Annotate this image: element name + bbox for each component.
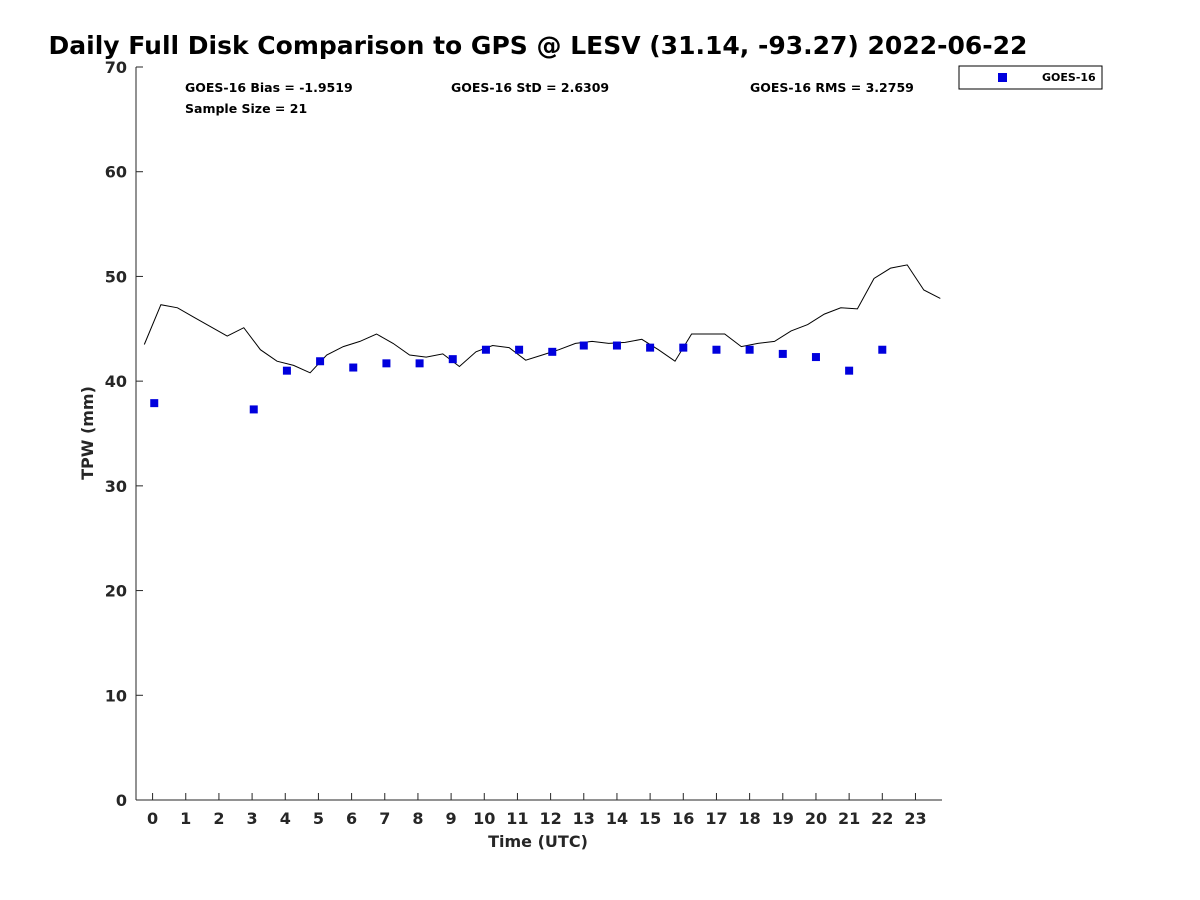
legend-box [958,65,1103,90]
legend: GOES-16 [958,65,1103,90]
goes-16-point [349,363,358,372]
x-tick-label: 14 [606,809,628,828]
plot-area [143,264,941,414]
y-tick-label: 40 [105,372,127,391]
x-tick-label: 11 [506,809,528,828]
goes-16-point [679,343,688,352]
y-tick-label: 30 [105,477,127,496]
x-tick-label: 1 [180,809,191,828]
gps-series-line [143,264,941,374]
chart-title: Daily Full Disk Comparison to GPS @ LESV… [49,31,1028,60]
x-tick-label: 17 [705,809,727,828]
x-tick-label: 9 [446,809,457,828]
y-tick-label: 20 [105,582,127,601]
goes-16-point [745,345,754,354]
goes-16-point [778,349,787,358]
x-tick-label: 23 [904,809,926,828]
x-tick-label: 12 [539,809,561,828]
y-ticks: 0 10 20 30 40 50 60 70 [105,58,143,810]
bias-stat: GOES-16 Bias = -1.9519 [185,80,353,95]
goes-16-point [845,366,854,375]
x-tick-label: 19 [772,809,794,828]
x-tick-label: 8 [412,809,423,828]
legend-label-goes-16: GOES-16 [1042,71,1096,84]
axes [135,67,942,801]
goes-16-point [448,355,457,364]
x-tick-label: 5 [313,809,324,828]
goes-16-point [382,359,391,368]
y-tick-label: 0 [116,791,127,810]
y-tick-label: 70 [105,58,127,77]
x-tick-label: 13 [573,809,595,828]
rms-stat: GOES-16 RMS = 3.2759 [750,80,914,95]
stats-annotations: GOES-16 Bias = -1.9519 GOES-16 StD = 2.6… [185,80,914,116]
goes-16-point [316,357,325,366]
goes-16-point [150,399,159,408]
goes-16-point [548,347,557,356]
x-tick-label: 3 [247,809,258,828]
y-axis-label: TPW (mm) [78,386,97,480]
goes-16-point [646,343,655,352]
std-stat: GOES-16 StD = 2.6309 [451,80,609,95]
y-tick-label: 10 [105,686,127,705]
x-ticks: 0 1 2 3 4 5 6 7 8 9 10 11 12 13 14 15 16 17 18 19 20 21 22 23 [147,793,927,828]
sample-size-stat: Sample Size = 21 [185,101,307,116]
goes-16-point [612,341,621,350]
x-tick-label: 22 [871,809,893,828]
goes-16-points [150,341,887,414]
x-tick-label: 16 [672,809,694,828]
goes-16-point [712,345,721,354]
x-tick-label: 6 [346,809,357,828]
x-tick-label: 15 [639,809,661,828]
x-tick-label: 20 [805,809,827,828]
x-axis-label: Time (UTC) [488,832,588,851]
goes-16-point [249,405,258,414]
y-tick-label: 60 [105,163,127,182]
x-tick-label: 10 [473,809,495,828]
goes-16-point [282,366,291,375]
x-tick-label: 2 [213,809,224,828]
goes-16-point [811,353,820,362]
x-tick-label: 4 [280,809,291,828]
goes-16-point [481,345,490,354]
legend-marker-goes-16 [998,73,1007,82]
goes-16-point [415,359,424,368]
x-tick-label: 18 [738,809,760,828]
x-tick-label: 0 [147,809,158,828]
goes-16-point [579,341,588,350]
goes-16-point [878,345,887,354]
goes-16-point [515,345,524,354]
y-tick-label: 50 [105,267,127,286]
x-tick-label: 7 [379,809,390,828]
x-tick-label: 21 [838,809,860,828]
